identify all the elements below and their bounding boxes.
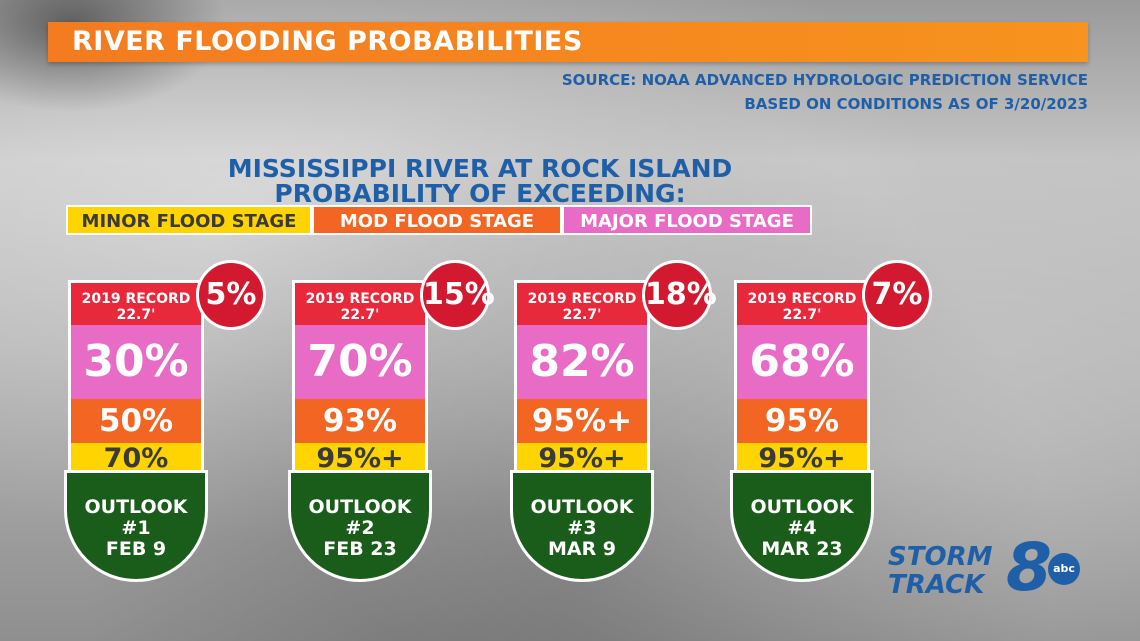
conditions-date: BASED ON CONDITIONS AS OF 3/20/2023	[744, 95, 1088, 113]
record-probability-badge: 15%	[420, 260, 495, 330]
record-row: 2019 RECORD 22.7'	[295, 283, 425, 325]
record-row: 2019 RECORD 22.7'	[737, 283, 867, 325]
record-probability-badge: 5%	[196, 260, 266, 330]
outlook-card-4: 2019 RECORD 22.7' 68% 95% 95%+ OUTLOOK #…	[730, 260, 932, 596]
record-row: 2019 RECORD 22.7'	[517, 283, 647, 325]
minor-probability: 95%+	[737, 443, 867, 475]
logo-line1: STORM	[888, 542, 993, 572]
outlook-date: MAR 9	[547, 538, 617, 560]
outlook-date: MAR 23	[761, 538, 843, 560]
major-probability: 82%	[517, 325, 647, 399]
legend: MINOR FLOOD STAGE MOD FLOOD STAGE MAJOR …	[66, 205, 812, 235]
major-probability: 70%	[295, 325, 425, 399]
source-line: SOURCE: NOAA ADVANCED HYDROLOGIC PREDICT…	[561, 71, 1088, 89]
minor-probability: 95%+	[517, 443, 647, 475]
outlook-number: OUTLOOK #2	[308, 496, 412, 539]
major-probability: 30%	[71, 325, 201, 399]
record-row: 2019 RECORD 22.7'	[71, 283, 201, 325]
logo-number: 8	[1006, 529, 1052, 606]
source-block: SOURCE: NOAA ADVANCED HYDROLOGIC PREDICT…	[562, 68, 1088, 116]
outlook-number: OUTLOOK #1	[84, 496, 188, 539]
record-label: 2019 RECORD	[527, 291, 637, 307]
outlook-number: OUTLOOK #4	[750, 496, 854, 539]
outlook-label: OUTLOOK #2 FEB 23	[288, 470, 432, 582]
storm-track-8-logo: STORM TRACK 8 abc	[888, 533, 1088, 603]
record-stage: 22.7'	[340, 307, 380, 323]
title-bar: RIVER FLOODING PROBABILITIES	[48, 22, 1088, 62]
record-probability-badge: 18%	[642, 260, 717, 330]
mod-probability: 95%+	[517, 399, 647, 443]
outlook-card-1: 2019 RECORD 22.7' 30% 50% 70% OUTLOOK #1…	[64, 260, 266, 596]
subtitle-location: MISSISSIPPI RIVER AT ROCK ISLAND	[227, 154, 733, 183]
outlook-label: OUTLOOK #1 FEB 9	[64, 470, 208, 582]
record-label: 2019 RECORD	[81, 291, 191, 307]
subtitle: MISSISSIPPI RIVER AT ROCK ISLAND PROBABI…	[0, 156, 960, 206]
record-label: 2019 RECORD	[747, 291, 857, 307]
major-probability: 68%	[737, 325, 867, 399]
outlook-label: OUTLOOK #3 MAR 9	[510, 470, 654, 582]
logo-line2: TRACK	[888, 570, 985, 600]
mod-probability: 93%	[295, 399, 425, 443]
logo-text: STORM TRACK	[888, 543, 992, 599]
legend-minor: MINOR FLOOD STAGE	[66, 205, 312, 235]
minor-probability: 70%	[71, 443, 201, 475]
record-probability-badge: 7%	[862, 260, 932, 330]
legend-major: MAJOR FLOOD STAGE	[562, 205, 812, 235]
record-label: 2019 RECORD	[305, 291, 415, 307]
mod-probability: 95%	[737, 399, 867, 443]
outlook-card-2: 2019 RECORD 22.7' 70% 93% 95%+ OUTLOOK #…	[288, 260, 495, 596]
minor-probability: 95%+	[295, 443, 425, 475]
page-title: RIVER FLOODING PROBABILITIES	[72, 26, 583, 57]
subtitle-probability: PROBABILITY OF EXCEEDING:	[274, 179, 686, 208]
outlook-label: OUTLOOK #4 MAR 23	[730, 470, 874, 582]
record-stage: 22.7'	[782, 307, 822, 323]
outlook-card-3: 2019 RECORD 22.7' 82% 95%+ 95%+ OUTLOOK …	[510, 260, 717, 596]
mod-probability: 50%	[71, 399, 201, 443]
record-stage: 22.7'	[116, 307, 156, 323]
legend-mod: MOD FLOOD STAGE	[312, 205, 562, 235]
outlook-date: FEB 9	[105, 538, 167, 560]
abc-logo-icon: abc	[1048, 553, 1080, 585]
outlook-number: OUTLOOK #3	[530, 496, 634, 539]
outlook-date: FEB 23	[323, 538, 397, 560]
record-stage: 22.7'	[562, 307, 602, 323]
